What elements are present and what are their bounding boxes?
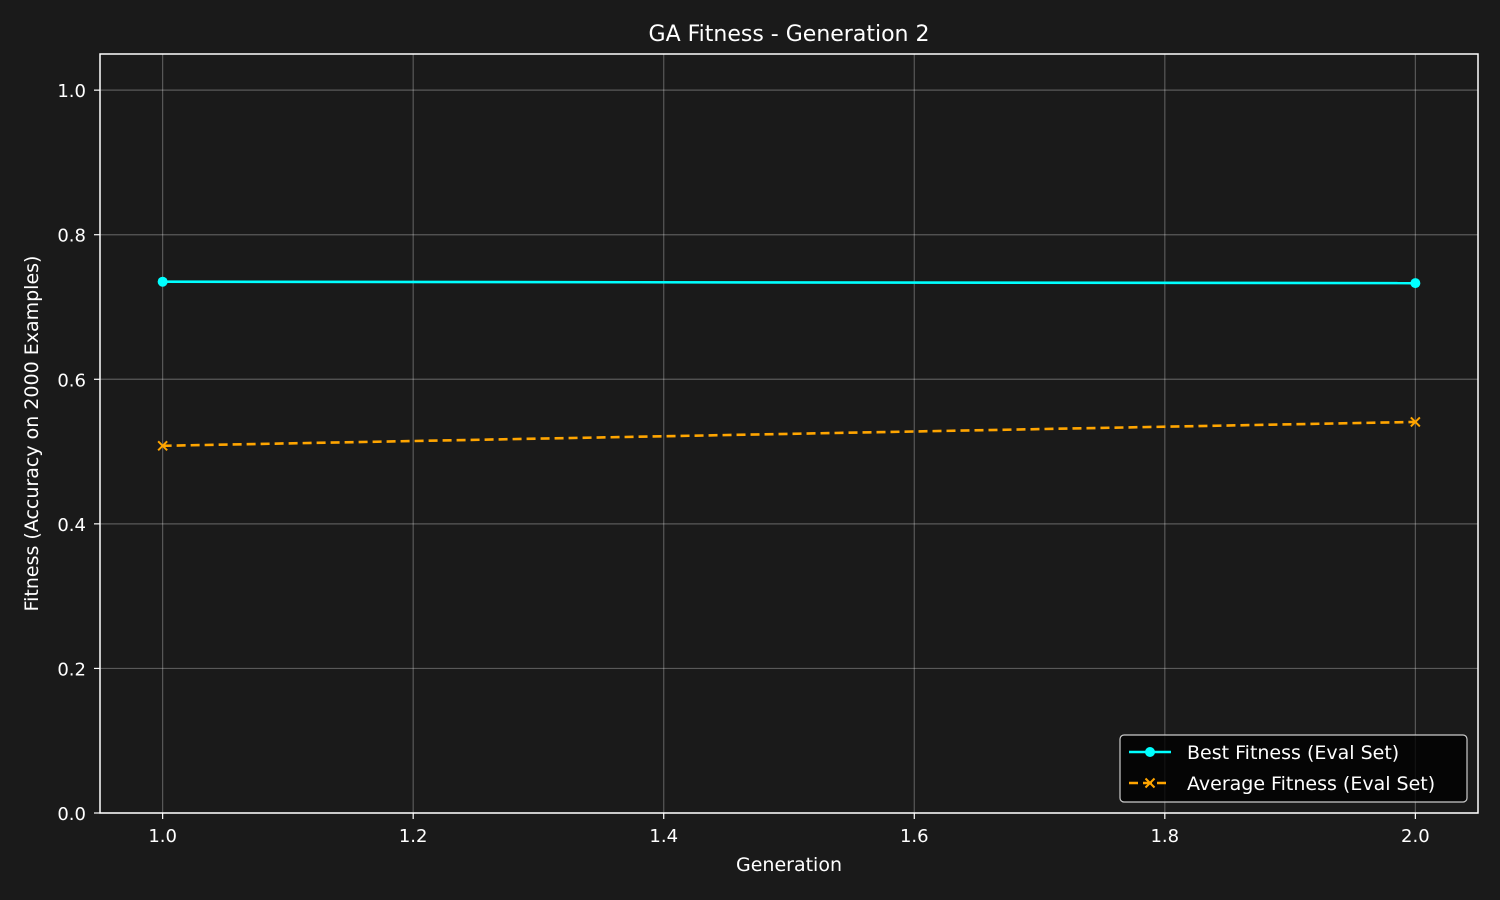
series-line: [162, 420, 1416, 448]
x-tick-label: 1.8: [1150, 826, 1179, 847]
x-tick-label: 1.0: [148, 826, 177, 847]
legend: Best Fitness (Eval Set) Average Fitness (…: [1119, 734, 1468, 803]
chart-title: GA Fitness - Generation 2: [649, 22, 930, 47]
series-layer: [157, 276, 1421, 451]
tick-layer: 1.0 1.2 1.4 1.6 1.8 2.0 0.0 0.2 0.4 0.6 0.8 1.0: [57, 81, 1429, 847]
y-tick-label: 0.0: [57, 804, 86, 825]
legend-label: Best Fitness (Eval Set): [1187, 742, 1399, 764]
plot-area-background: [100, 54, 1478, 813]
x-tick-label: 1.6: [900, 826, 929, 847]
x-axis-label: Generation: [736, 854, 842, 876]
plot-frame: [99, 53, 1479, 814]
legend-marker: [1145, 747, 1155, 757]
data-point: [1410, 278, 1421, 289]
y-tick-label: 0.6: [57, 370, 86, 391]
legend-entries: Best Fitness (Eval Set) Average Fitness (…: [1129, 742, 1435, 795]
legend-label: Average Fitness (Eval Set): [1187, 773, 1435, 795]
legend-entry: Average Fitness (Eval Set): [1129, 773, 1435, 795]
data-point: [1410, 416, 1421, 428]
y-tick-label: 0.4: [57, 515, 86, 536]
legend-box: [1119, 734, 1468, 803]
legend-marker: [1144, 777, 1156, 789]
data-point: [157, 276, 168, 287]
x-tick-label: 1.4: [649, 826, 678, 847]
y-tick-label: 0.2: [57, 659, 86, 680]
y-tick-label: 0.8: [57, 226, 86, 247]
legend-entry: Best Fitness (Eval Set): [1129, 742, 1399, 764]
y-tick-label: 1.0: [57, 81, 86, 102]
series-0: [157, 276, 1421, 289]
x-tick-label: 2.0: [1401, 826, 1430, 847]
y-axis-label: Fitness (Accuracy on 2000 Examples): [21, 256, 43, 612]
data-point: [157, 440, 168, 451]
series-line: [162, 280, 1416, 285]
series-1: [157, 416, 1421, 451]
x-tick-label: 1.2: [399, 826, 428, 847]
